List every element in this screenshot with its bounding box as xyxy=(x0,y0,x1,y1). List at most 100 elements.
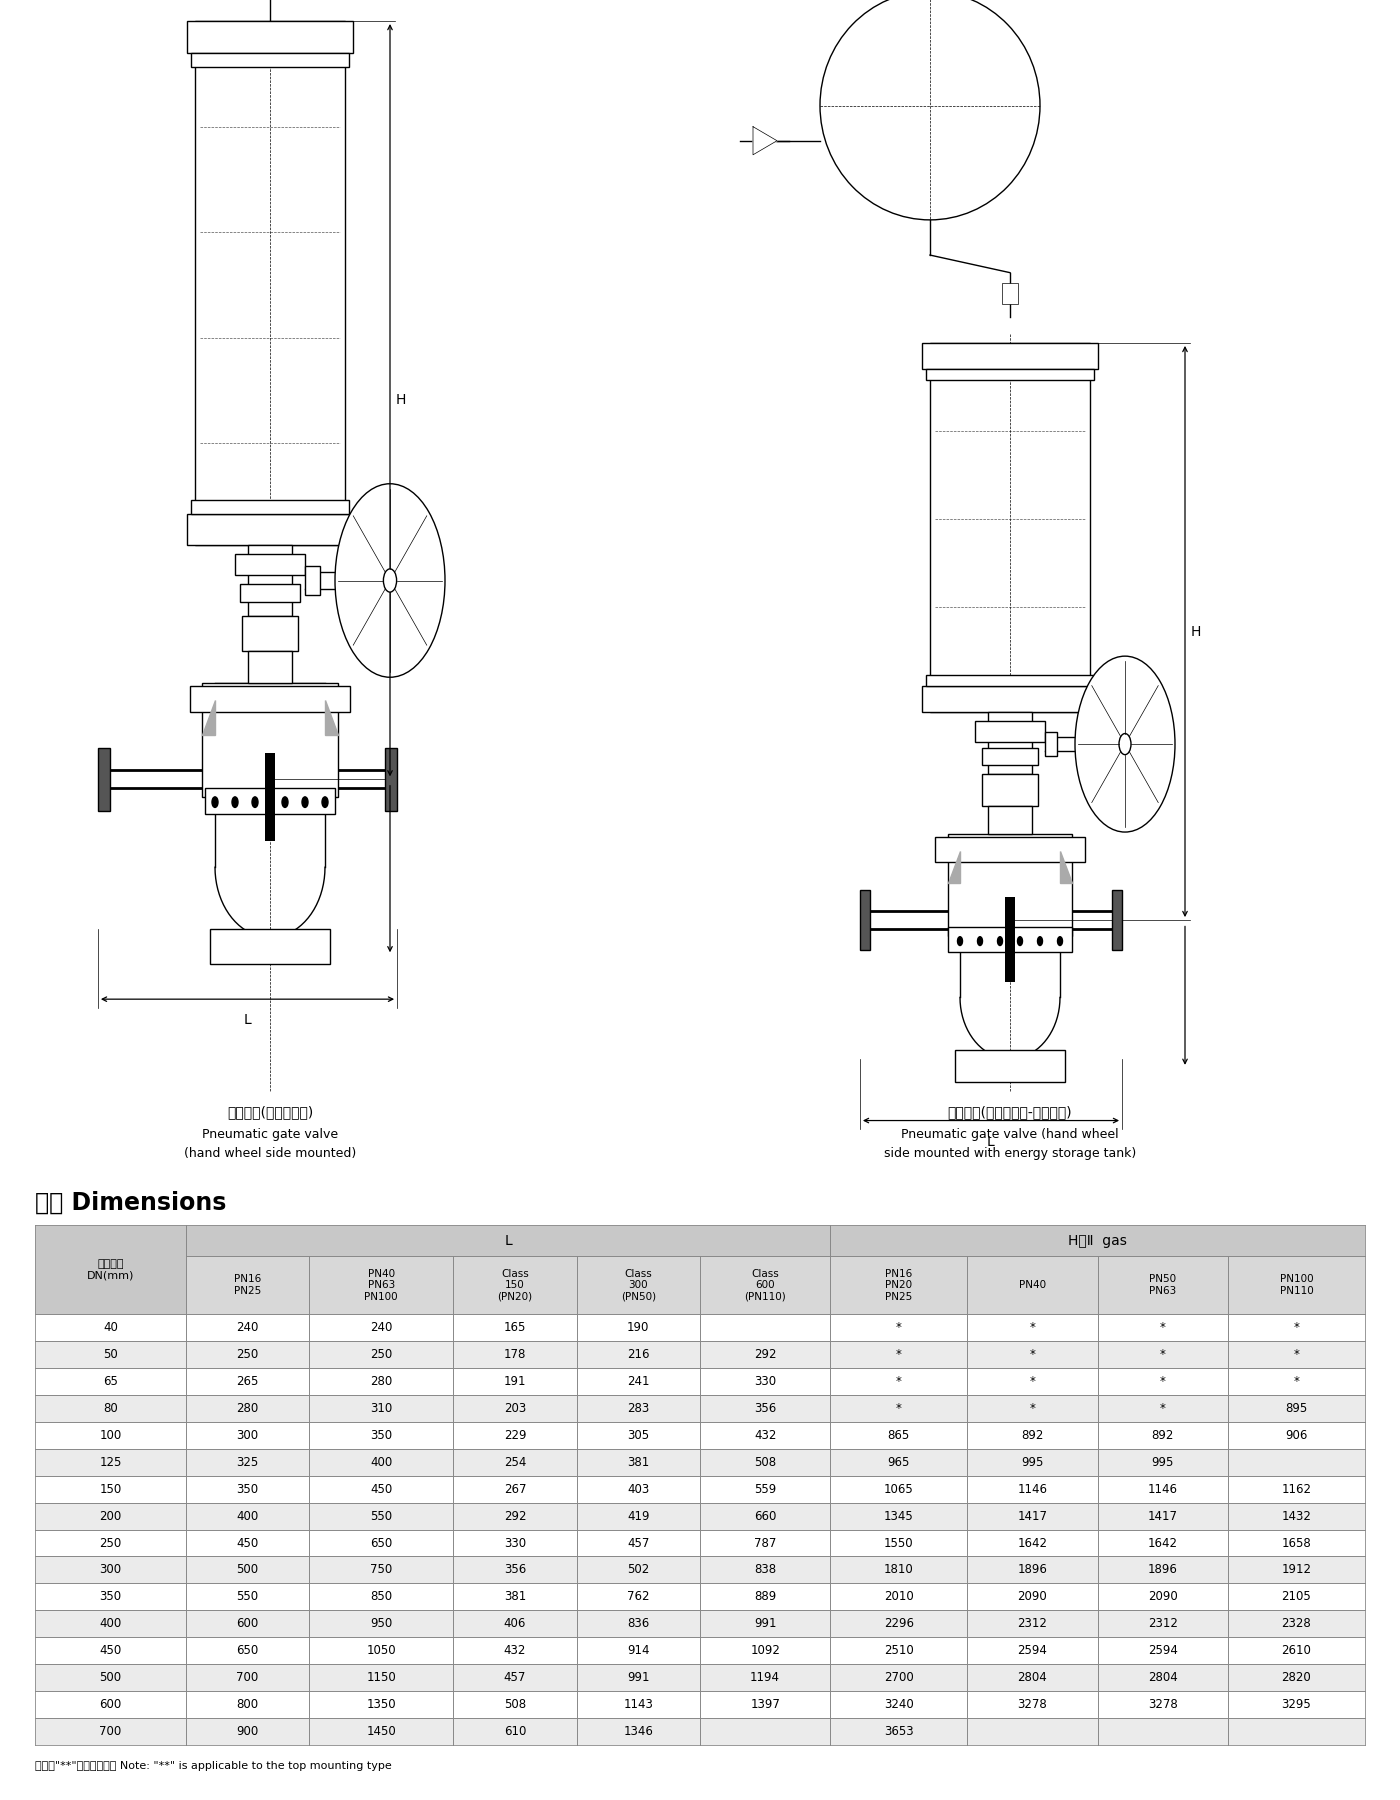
Bar xyxy=(309,1557,454,1584)
Text: 1346: 1346 xyxy=(623,1724,654,1739)
Bar xyxy=(967,1503,1098,1530)
Text: PN16
PN25: PN16 PN25 xyxy=(234,1274,262,1296)
Text: 1146: 1146 xyxy=(1148,1483,1177,1496)
Bar xyxy=(577,1256,700,1314)
Text: L: L xyxy=(244,1013,252,1028)
Text: *: * xyxy=(1159,1321,1166,1334)
Bar xyxy=(830,1341,967,1368)
Bar xyxy=(1044,733,1057,756)
Text: 995: 995 xyxy=(1022,1456,1043,1469)
Text: 1065: 1065 xyxy=(883,1483,914,1496)
Bar xyxy=(577,1638,700,1665)
Text: 1417: 1417 xyxy=(1018,1510,1047,1523)
Text: *: * xyxy=(1029,1402,1036,1415)
Text: 280: 280 xyxy=(370,1375,392,1388)
Bar xyxy=(454,1584,577,1611)
Text: 403: 403 xyxy=(627,1483,650,1496)
Text: 1658: 1658 xyxy=(1281,1537,1312,1550)
Text: 381: 381 xyxy=(504,1591,526,1604)
Bar xyxy=(1098,1422,1228,1449)
Text: 190: 190 xyxy=(627,1321,650,1334)
Bar xyxy=(1098,1256,1228,1314)
Bar xyxy=(265,752,274,841)
Text: 995: 995 xyxy=(1152,1456,1175,1469)
Bar xyxy=(830,1256,967,1314)
Bar xyxy=(190,500,349,513)
Bar xyxy=(186,1692,309,1719)
Bar xyxy=(186,1314,309,1341)
Bar xyxy=(35,1584,186,1611)
Text: 450: 450 xyxy=(370,1483,392,1496)
Bar xyxy=(305,567,321,594)
Bar xyxy=(860,891,869,950)
Bar xyxy=(577,1503,700,1530)
Text: 尺寸 Dimensions: 尺寸 Dimensions xyxy=(35,1190,227,1215)
Text: 2700: 2700 xyxy=(883,1670,914,1685)
Bar xyxy=(577,1611,700,1638)
Text: 1397: 1397 xyxy=(750,1697,780,1712)
Bar xyxy=(454,1611,577,1638)
Bar xyxy=(309,1395,454,1422)
Bar xyxy=(577,1692,700,1719)
Text: 419: 419 xyxy=(627,1510,650,1523)
Bar xyxy=(700,1476,830,1503)
Bar xyxy=(1098,1530,1228,1557)
Bar xyxy=(35,1422,186,1449)
Text: 950: 950 xyxy=(370,1618,392,1631)
Bar xyxy=(700,1584,830,1611)
Text: Class
150
(PN20): Class 150 (PN20) xyxy=(497,1269,532,1301)
Bar xyxy=(1098,1584,1228,1611)
Bar xyxy=(454,1368,577,1395)
Text: 165: 165 xyxy=(504,1321,526,1334)
Text: 1162: 1162 xyxy=(1281,1483,1312,1496)
Bar xyxy=(35,1341,186,1368)
Text: 900: 900 xyxy=(237,1724,259,1739)
Text: 660: 660 xyxy=(755,1510,777,1523)
Text: 895: 895 xyxy=(1285,1402,1308,1415)
Text: H: H xyxy=(1191,625,1201,639)
Polygon shape xyxy=(1060,851,1072,884)
Bar xyxy=(700,1503,830,1530)
Bar xyxy=(186,1395,309,1422)
Circle shape xyxy=(977,936,983,945)
Bar xyxy=(454,1256,577,1314)
Text: *: * xyxy=(1029,1348,1036,1361)
Bar xyxy=(830,1314,967,1341)
Text: 400: 400 xyxy=(99,1618,122,1631)
Bar xyxy=(1228,1503,1365,1530)
Circle shape xyxy=(281,797,288,808)
Text: 750: 750 xyxy=(370,1564,392,1577)
Text: 2594: 2594 xyxy=(1148,1645,1177,1658)
Circle shape xyxy=(1119,734,1131,754)
Text: 500: 500 xyxy=(99,1670,122,1685)
Bar xyxy=(1228,1530,1365,1557)
Bar xyxy=(967,1530,1098,1557)
Text: PN40
PN63
PN100: PN40 PN63 PN100 xyxy=(364,1269,398,1301)
Text: 508: 508 xyxy=(755,1456,776,1469)
Bar xyxy=(186,1530,309,1557)
Bar xyxy=(309,1692,454,1719)
Text: 1050: 1050 xyxy=(367,1645,396,1658)
Text: 850: 850 xyxy=(370,1591,392,1604)
Bar xyxy=(454,1476,577,1503)
Bar xyxy=(700,1719,830,1746)
Bar xyxy=(830,1719,967,1746)
Text: 280: 280 xyxy=(237,1402,259,1415)
Text: PN40: PN40 xyxy=(1019,1280,1046,1291)
Bar xyxy=(1228,1314,1365,1341)
Bar xyxy=(967,1395,1098,1422)
Text: *: * xyxy=(896,1402,902,1415)
Text: 502: 502 xyxy=(627,1564,650,1577)
Bar xyxy=(1098,1449,1228,1476)
Text: 2105: 2105 xyxy=(1281,1591,1312,1604)
Bar xyxy=(1098,1638,1228,1665)
Text: 610: 610 xyxy=(504,1724,526,1739)
Bar xyxy=(309,1503,454,1530)
Text: *: * xyxy=(1294,1375,1299,1388)
Bar xyxy=(309,1476,454,1503)
Bar xyxy=(454,1422,577,1449)
Bar xyxy=(454,1719,577,1746)
Bar xyxy=(309,1719,454,1746)
Text: 965: 965 xyxy=(888,1456,910,1469)
Text: 457: 457 xyxy=(627,1537,650,1550)
